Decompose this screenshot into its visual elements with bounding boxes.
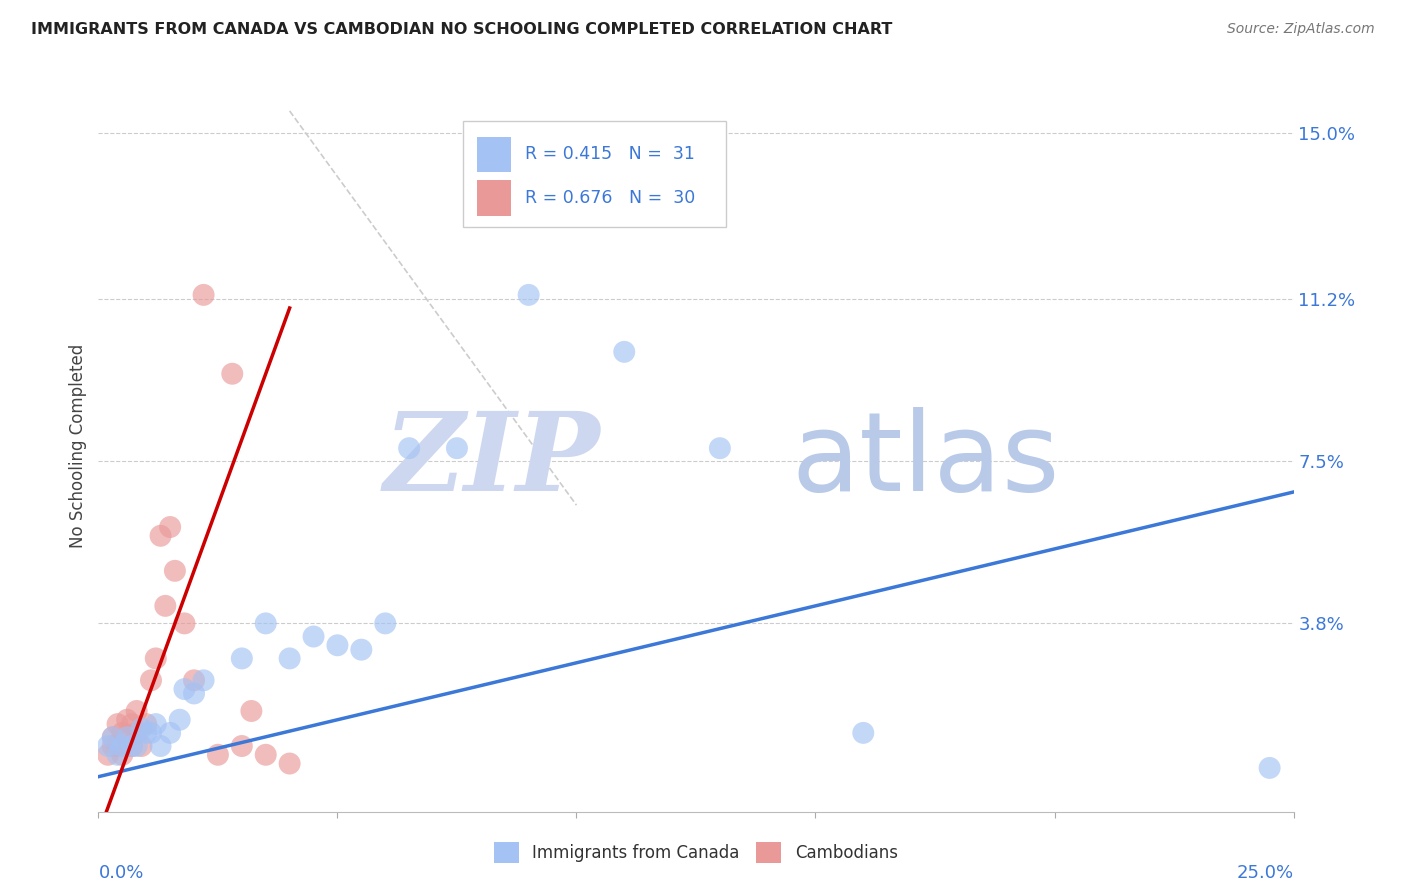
Point: [278, 756, 301, 771]
Point: [231, 739, 253, 753]
Text: R = 0.676   N =  30: R = 0.676 N = 30: [524, 189, 696, 207]
Point: [131, 722, 153, 736]
Point: [107, 739, 129, 753]
FancyBboxPatch shape: [463, 120, 725, 227]
Text: atlas: atlas: [792, 407, 1060, 514]
Text: IMMIGRANTS FROM CANADA VS CAMBODIAN NO SCHOOLING COMPLETED CORRELATION CHART: IMMIGRANTS FROM CANADA VS CAMBODIAN NO S…: [31, 22, 893, 37]
Point: [169, 713, 191, 727]
Point: [709, 441, 731, 455]
Point: [115, 731, 138, 745]
Point: [173, 616, 195, 631]
Point: [155, 599, 177, 613]
Point: [183, 673, 205, 688]
Point: [121, 717, 143, 731]
Point: [231, 651, 253, 665]
Point: [207, 747, 229, 762]
Point: [326, 638, 349, 652]
Point: [101, 731, 124, 745]
Point: [159, 726, 181, 740]
Point: [278, 651, 301, 665]
Point: [254, 616, 277, 631]
Legend: Immigrants from Canada, Cambodians: Immigrants from Canada, Cambodians: [488, 836, 904, 869]
Point: [107, 717, 129, 731]
Point: [135, 717, 157, 731]
Point: [163, 564, 186, 578]
Point: [121, 739, 143, 753]
Point: [613, 344, 636, 359]
Point: [111, 747, 134, 762]
FancyBboxPatch shape: [477, 136, 510, 171]
Point: [125, 726, 148, 740]
Point: [125, 704, 148, 718]
Point: [145, 651, 167, 665]
Point: [193, 673, 215, 688]
Y-axis label: No Schooling Completed: No Schooling Completed: [69, 344, 87, 548]
Point: [193, 288, 215, 302]
Point: [240, 704, 263, 718]
Point: [111, 739, 134, 753]
Point: [350, 642, 373, 657]
Text: R = 0.415   N =  31: R = 0.415 N = 31: [524, 145, 695, 163]
Point: [149, 529, 172, 543]
Point: [115, 713, 138, 727]
Point: [107, 747, 129, 762]
Point: [517, 288, 540, 302]
Point: [115, 731, 138, 745]
Point: [374, 616, 396, 631]
Point: [446, 441, 468, 455]
Point: [852, 726, 875, 740]
Point: [302, 630, 325, 644]
Point: [125, 739, 148, 753]
Point: [135, 726, 157, 740]
Point: [139, 726, 162, 740]
Point: [254, 747, 277, 762]
Point: [111, 726, 134, 740]
Point: [159, 520, 181, 534]
Point: [121, 739, 143, 753]
FancyBboxPatch shape: [477, 180, 510, 216]
Point: [101, 739, 124, 753]
Point: [149, 739, 172, 753]
Point: [145, 717, 167, 731]
Point: [97, 739, 120, 753]
Text: 25.0%: 25.0%: [1236, 864, 1294, 882]
Point: [101, 731, 124, 745]
Point: [139, 673, 162, 688]
Point: [183, 686, 205, 700]
Point: [97, 747, 120, 762]
Point: [398, 441, 420, 455]
Point: [131, 739, 153, 753]
Text: ZIP: ZIP: [384, 407, 600, 515]
Point: [173, 682, 195, 697]
Text: Source: ZipAtlas.com: Source: ZipAtlas.com: [1227, 22, 1375, 37]
Text: 0.0%: 0.0%: [98, 864, 143, 882]
Point: [221, 367, 243, 381]
Point: [1258, 761, 1281, 775]
